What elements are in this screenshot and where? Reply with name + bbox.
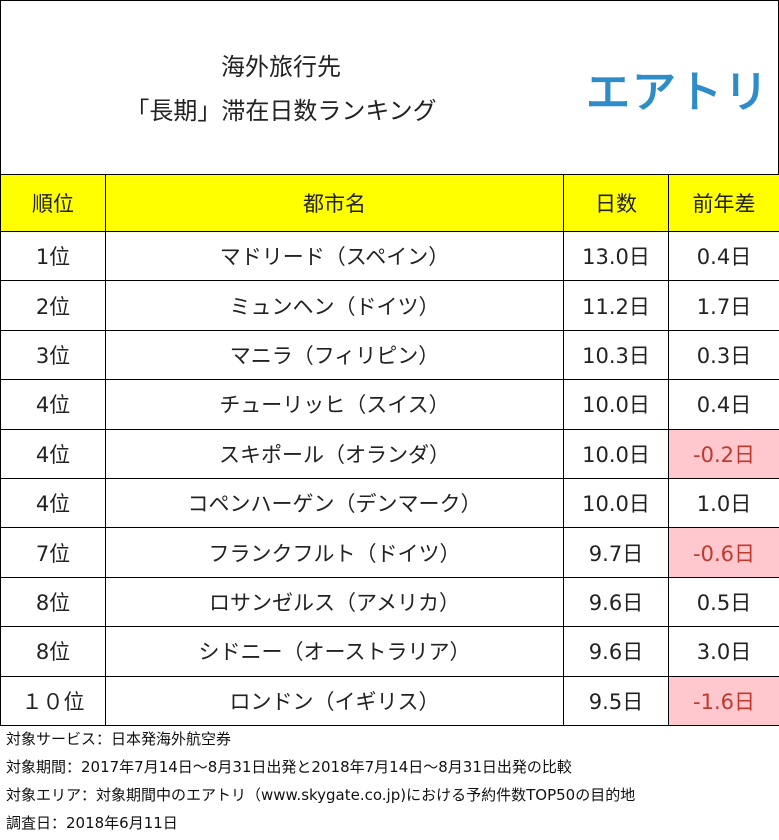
table-cell: 4位 bbox=[0, 379, 106, 430]
table-cell: コペンハーゲン（デンマーク） bbox=[105, 478, 564, 529]
logo: エアトリ bbox=[586, 67, 770, 118]
table-cell: 9.5日 bbox=[563, 675, 669, 726]
table-cell: 0.4日 bbox=[668, 231, 779, 282]
title-line: 海外旅行先 bbox=[221, 53, 341, 81]
table-cell: 8位 bbox=[0, 626, 106, 677]
table-cell: 0.5日 bbox=[668, 576, 779, 628]
table-cell: マニラ（フィリピン） bbox=[105, 329, 564, 381]
table-cell: -1.6日 bbox=[668, 675, 779, 726]
table-cell: 4位 bbox=[0, 428, 106, 479]
note: 対象期間：2017年7月14日～8月31日出発と2018年7月14日～8月31日… bbox=[6, 758, 572, 776]
table-cell: 3.0日 bbox=[668, 626, 779, 677]
table-cell: ロンドン（イギリス） bbox=[105, 675, 564, 726]
note: 対象サービス：日本発海外航空券 bbox=[6, 730, 232, 748]
table-cell: 1位 bbox=[0, 231, 106, 282]
table-cell: 0.4日 bbox=[668, 379, 779, 430]
table-cell: 11.2日 bbox=[563, 280, 669, 331]
table-cell: 8位 bbox=[0, 576, 106, 628]
table-cell: 1.7日 bbox=[668, 280, 779, 331]
note: 調査日：2018年6月11日 bbox=[6, 814, 178, 832]
table-cell: 1.0日 bbox=[668, 478, 779, 529]
column-header: 前年差 bbox=[668, 174, 779, 232]
table-cell: 10.0日 bbox=[563, 478, 669, 529]
table-cell: 9.6日 bbox=[563, 626, 669, 677]
column-header: 日数 bbox=[563, 174, 669, 232]
table-cell: ロサンゼルス（アメリカ） bbox=[105, 576, 564, 628]
table-cell: １０位 bbox=[0, 675, 106, 726]
table-cell: 9.7日 bbox=[563, 527, 669, 578]
title-line: 「長期」滞在日数ランキング bbox=[125, 97, 437, 125]
header: 海外旅行先 「長期」滞在日数ランキング エアトリ bbox=[0, 0, 779, 175]
column-header: 順位 bbox=[0, 174, 106, 232]
column-header: 都市名 bbox=[105, 174, 564, 232]
table-cell: ミュンヘン（ドイツ） bbox=[105, 280, 564, 331]
table-cell: 10.0日 bbox=[563, 379, 669, 430]
table-cell: シドニー（オーストラリア） bbox=[105, 626, 564, 677]
table-cell: -0.6日 bbox=[668, 527, 779, 578]
table-cell: 9.6日 bbox=[563, 576, 669, 628]
table-cell: 13.0日 bbox=[563, 231, 669, 282]
table-cell: 3位 bbox=[0, 329, 106, 381]
table-cell: マドリード（スペイン） bbox=[105, 231, 564, 282]
note: 対象エリア：対象期間中のエアトリ（www.skygate.co.jp)における予… bbox=[6, 786, 636, 804]
table-cell: チューリッヒ（スイス） bbox=[105, 379, 564, 430]
table-cell: -0.2日 bbox=[668, 428, 779, 479]
table-cell: 7位 bbox=[0, 527, 106, 578]
table-cell: 0.3日 bbox=[668, 329, 779, 381]
table-cell: 4位 bbox=[0, 478, 106, 529]
table-cell: 2位 bbox=[0, 280, 106, 331]
table-cell: 10.3日 bbox=[563, 329, 669, 381]
table-cell: スキポール（オランダ） bbox=[105, 428, 564, 479]
table-cell: 10.0日 bbox=[563, 428, 669, 479]
table-cell: フランクフルト（ドイツ） bbox=[105, 527, 564, 578]
